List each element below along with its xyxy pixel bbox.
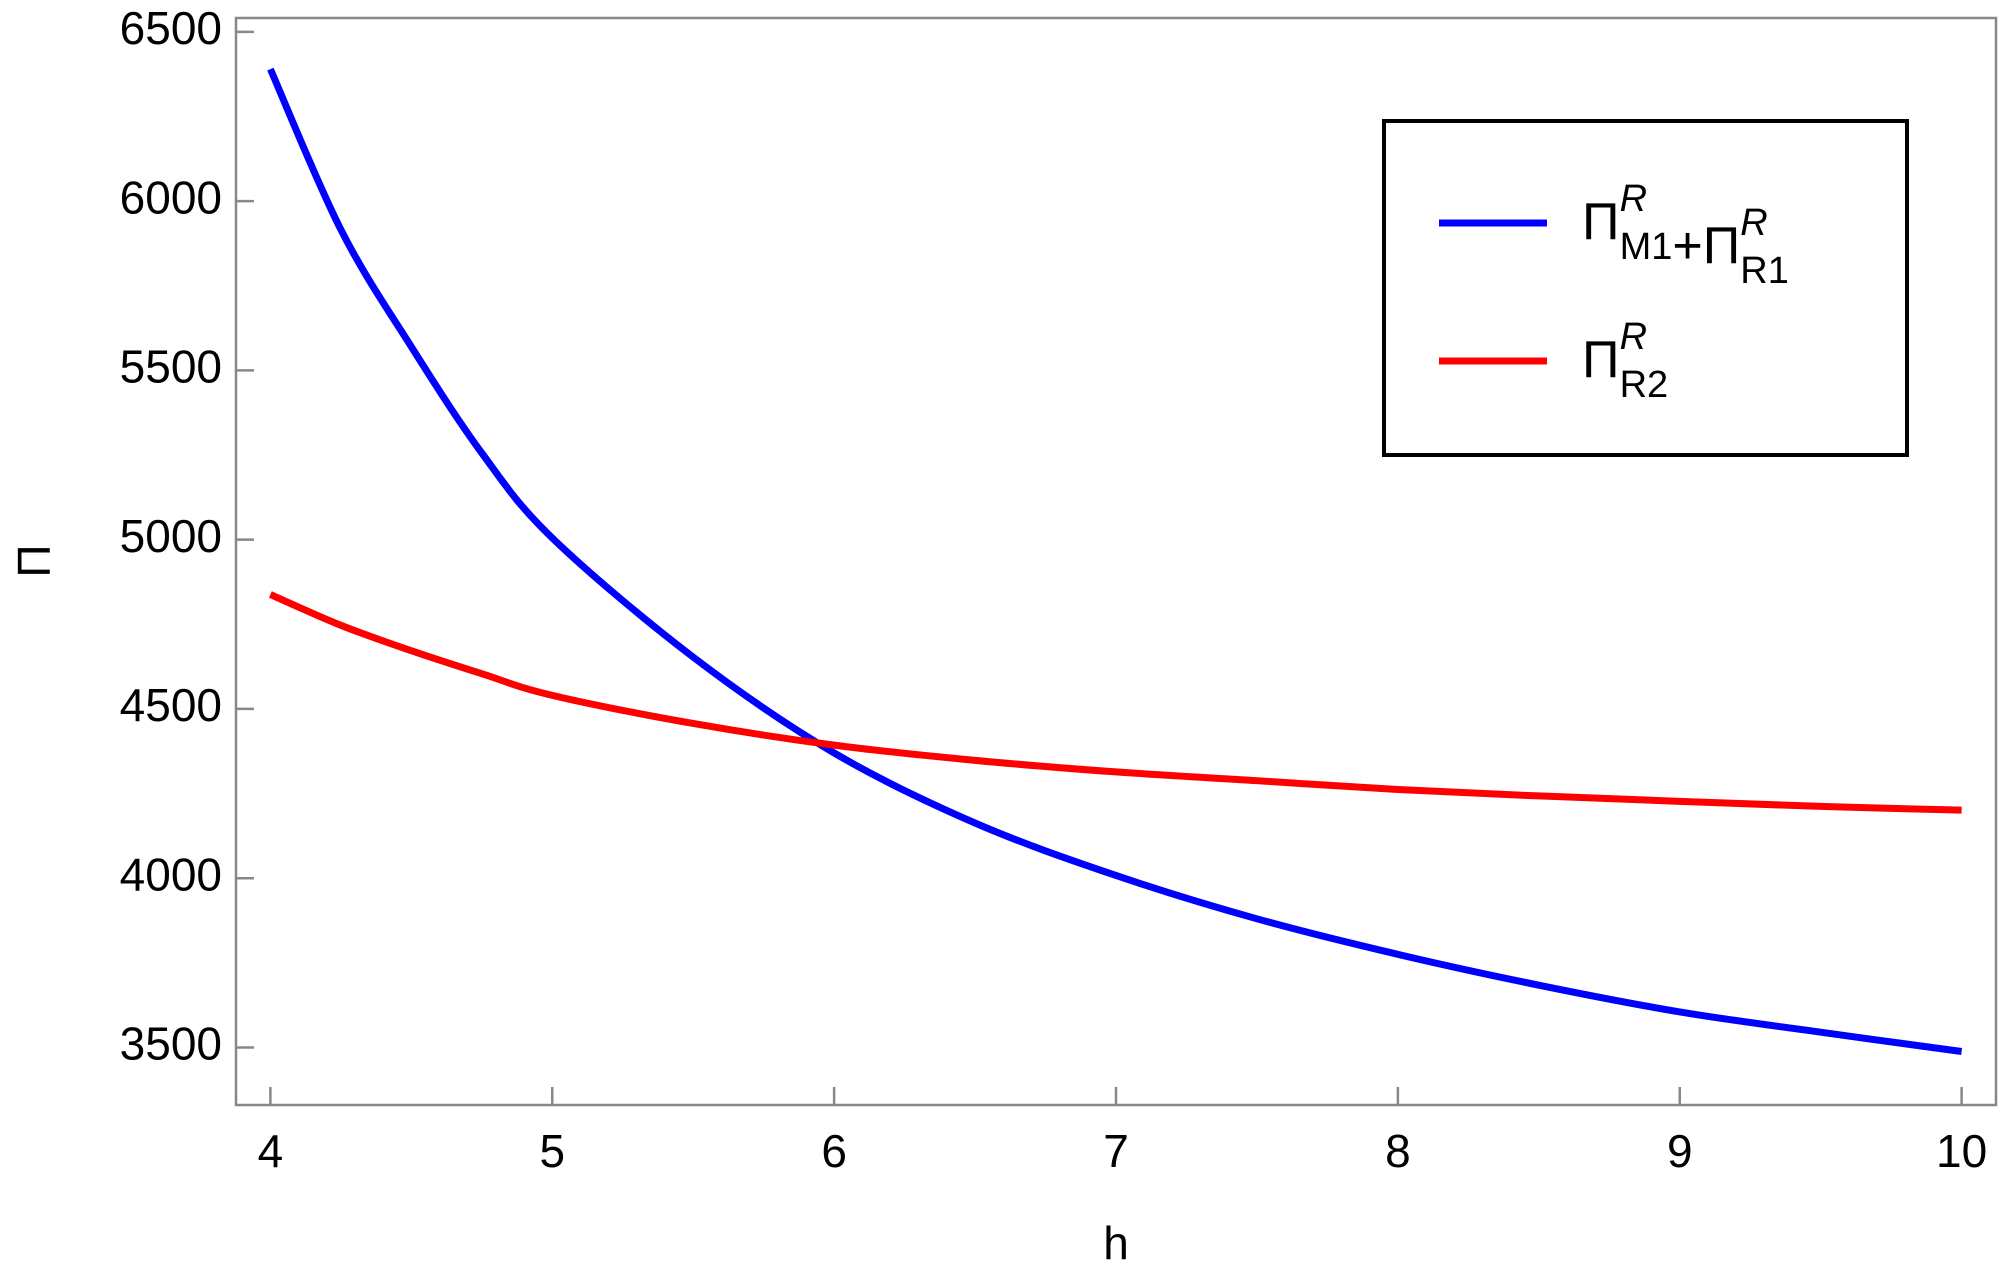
y-tick-label: 6000 xyxy=(120,171,222,223)
x-axis-label: h xyxy=(1103,1217,1129,1269)
legend-sub: R1 xyxy=(1740,250,1789,292)
legend-text: Π xyxy=(1582,331,1620,389)
y-axis-label: Π xyxy=(8,544,60,577)
y-tick-label: 4500 xyxy=(120,679,222,731)
x-tick-label: 10 xyxy=(1936,1125,1987,1177)
y-tick-label: 4000 xyxy=(120,848,222,900)
x-tick-label: 7 xyxy=(1103,1125,1129,1177)
legend-sup: R xyxy=(1740,202,1767,244)
y-tick-label: 3500 xyxy=(120,1018,222,1070)
legend-sub: R2 xyxy=(1620,364,1669,406)
legend-sup: R xyxy=(1620,316,1647,358)
line-series xyxy=(267,67,1963,1055)
legend-label: ΠR M1+ΠR R1 xyxy=(1582,178,1789,292)
y-tick-label: 5500 xyxy=(120,341,222,393)
x-tick-label: 9 xyxy=(1667,1125,1693,1177)
legend-sub: M1 xyxy=(1620,226,1673,268)
x-tick-label: 8 xyxy=(1385,1125,1411,1177)
legend-label: ΠR R2 xyxy=(1582,316,1668,406)
y-tick-label: 6500 xyxy=(120,2,222,54)
legend-box xyxy=(1382,119,1909,457)
x-tick-label: 5 xyxy=(539,1125,565,1177)
line-series xyxy=(268,591,1962,814)
y-tick-label: 5000 xyxy=(120,510,222,562)
legend-text: Π xyxy=(1703,217,1741,275)
legend-sup: R xyxy=(1620,178,1647,220)
x-tick-label: 6 xyxy=(821,1125,847,1177)
x-tick-label: 4 xyxy=(258,1125,284,1177)
legend-text: Π xyxy=(1582,193,1620,251)
legend-text: + xyxy=(1672,217,1702,275)
